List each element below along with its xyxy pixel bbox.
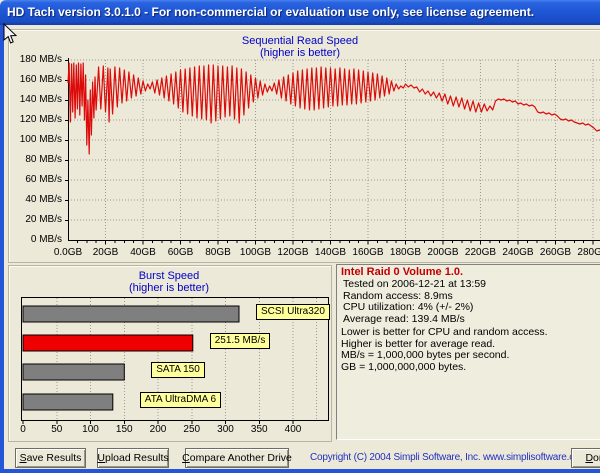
sequential-read-chart [65, 58, 600, 245]
drive-note-line: GB = 1,000,000,000 bytes. [341, 360, 467, 373]
burst-chart-title: Burst Speed [138, 270, 200, 282]
x-tick-label: 100GB [239, 247, 272, 258]
drive-name: Intel Raid 0 Volume 1.0. [341, 266, 464, 278]
x-tick-label: 160GB [352, 247, 384, 258]
copyright-text: Copyright (C) 2004 Simpli Software, Inc.… [310, 452, 588, 463]
window-border-left [0, 25, 4, 469]
x-tick-label: 40GB [130, 247, 156, 258]
x-tick-label: 80GB [205, 247, 231, 258]
x-tick-label: 220GB [464, 247, 497, 258]
y-tick-label: 60 MB/s [25, 174, 62, 185]
burst-x-tick-label: 400 [284, 424, 302, 435]
burst-x-tick-label: 200 [149, 424, 167, 435]
window-border-bottom [0, 469, 600, 473]
title-bar: HD Tach version 3.0.1.0 - For non-commer… [0, 0, 600, 25]
x-tick-label: 60GB [167, 247, 194, 258]
bar-value-tag: ATA UltraDMA 6 [139, 392, 222, 408]
y-tick-label: 40 MB/s [25, 194, 62, 205]
burst-x-tick-label: 350 [250, 424, 268, 435]
y-tick-label: 160 MB/s [19, 74, 62, 85]
mouse-cursor [3, 22, 18, 44]
x-tick-label: 120GB [277, 247, 309, 258]
drive-note-line: MB/s = 1,000,000 bytes per second. [341, 349, 510, 361]
drive-note-line: Lower is better for CPU and random acces… [341, 326, 548, 338]
drive-info-panel [336, 264, 600, 440]
burst-x-tick-label: 100 [82, 424, 99, 435]
burst-x-tick-label: 50 [51, 424, 63, 435]
x-tick-label: 200GB [427, 247, 459, 258]
done-button[interactable]: Done [571, 448, 600, 468]
burst-x-tick-label: 300 [217, 424, 234, 435]
burst-speed-panel [8, 265, 332, 442]
y-tick-label: 120 MB/s [19, 114, 62, 125]
drive-note-line: Higher is better for average read. [341, 337, 496, 350]
drive-stat-line: Random access: 8.9ms [343, 289, 453, 302]
upload-results-button[interactable]: Upload Results [97, 448, 169, 468]
burst-x-tick-label: 250 [183, 424, 201, 435]
burst-x-tick-label: 150 [115, 424, 133, 435]
sequential-chart-subtitle: (higher is better) [259, 47, 341, 59]
sequential-read-panel [8, 29, 600, 263]
bar-value-tag: 251.5 MB/s [209, 333, 271, 349]
compare-another-drive-button[interactable]: Compare Another Drive [182, 448, 292, 468]
burst-speed-chart [21, 297, 329, 424]
sequential-chart-title: Sequential Read Speed [241, 35, 359, 47]
burst-x-tick-label: 0 [20, 424, 26, 435]
burst-chart-subtitle: (higher is better) [128, 282, 210, 294]
window-title: HD Tach version 3.0.1.0 - For non-commer… [7, 5, 535, 19]
y-tick-label: 140 MB/s [19, 94, 62, 105]
x-tick-label: 140GB [314, 247, 347, 258]
y-tick-label: 20 MB/s [25, 214, 62, 225]
save-results-button[interactable]: Save Results [15, 448, 86, 468]
y-tick-label: 100 MB/s [19, 134, 62, 145]
x-tick-label: 180GB [389, 247, 422, 258]
x-tick-label: 240GB [502, 247, 534, 258]
drive-stat-line: Tested on 2006-12-21 at 13:59 [343, 278, 487, 290]
bar-value-tag: SATA 150 [151, 362, 205, 378]
x-tick-label: 260GB [539, 247, 572, 258]
x-tick-label: 20GB [92, 247, 119, 258]
y-tick-label: 0 MB/s [30, 234, 62, 245]
drive-stat-line: Average read: 139.4 MB/s [343, 312, 465, 325]
drive-stat-line: CPU utilization: 4% (+/- 2%) [343, 301, 474, 313]
y-tick-label: 80 MB/s [25, 154, 62, 165]
bar-value-tag: SCSI Ultra320 [256, 304, 330, 320]
x-tick-label: 0.0GB [53, 247, 83, 258]
y-tick-label: 180 MB/s [19, 54, 62, 65]
